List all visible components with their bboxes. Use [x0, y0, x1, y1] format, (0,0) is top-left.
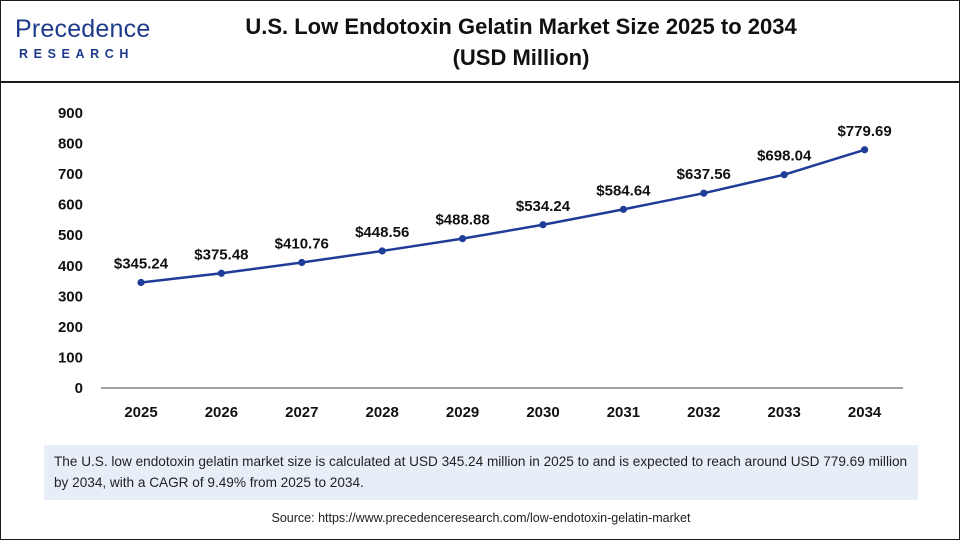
data-point [137, 278, 145, 287]
data-label: $410.76 [275, 235, 329, 252]
x-tick-label: 2027 [285, 404, 318, 421]
data-point [459, 235, 467, 243]
header: Precedence RESEARCH U.S. Low Endotoxin G… [1, 1, 959, 83]
summary-note: The U.S. low endotoxin gelatin market si… [44, 445, 918, 500]
data-label: $448.56 [355, 224, 409, 241]
x-tick-label: 2031 [607, 404, 640, 421]
title-line-2: (USD Million) [452, 45, 590, 70]
x-tick-label: 2033 [768, 404, 801, 421]
logo-subtitle: RESEARCH [19, 47, 134, 61]
y-tick-label: 500 [58, 227, 83, 244]
data-point [217, 269, 225, 277]
logo-name: Precedence [15, 15, 151, 43]
brand-logo: Precedence RESEARCH [15, 11, 165, 69]
y-tick-label: 900 [58, 105, 83, 122]
y-tick-label: 100 [58, 349, 83, 366]
y-tick-label: 700 [58, 166, 83, 183]
x-tick-label: 2025 [124, 404, 157, 421]
data-label: $345.24 [114, 256, 169, 273]
x-tick-label: 2032 [687, 404, 720, 421]
summary-text: The U.S. low endotoxin gelatin market si… [54, 454, 908, 490]
data-point [780, 171, 788, 179]
x-tick-label: 2026 [205, 404, 238, 421]
data-label: $375.48 [194, 246, 248, 263]
title-line-1: U.S. Low Endotoxin Gelatin Market Size 2… [245, 14, 797, 39]
data-label: $488.88 [435, 212, 489, 229]
page-title: U.S. Low Endotoxin Gelatin Market Size 2… [201, 11, 841, 73]
data-label: $637.56 [677, 166, 731, 183]
series-line [140, 148, 865, 284]
y-tick-label: 600 [58, 197, 83, 214]
data-point [378, 247, 386, 255]
y-tick-label: 0 [75, 380, 83, 397]
data-point [861, 146, 869, 154]
x-tick-label: 2029 [446, 404, 479, 421]
y-tick-label: 200 [58, 319, 83, 336]
y-tick-label: 300 [58, 288, 83, 305]
y-tick-label: 800 [58, 136, 83, 153]
data-point [619, 205, 628, 213]
data-point [539, 221, 547, 229]
line-chart: 0 100 200 300 400 500 600 700 800 900 2025 2026 2027… [58, 105, 903, 421]
data-label: $698.04 [757, 148, 812, 165]
y-tick-label: 400 [58, 258, 83, 275]
x-tick-label: 2028 [366, 404, 399, 421]
x-tick-label: 2034 [848, 404, 882, 421]
data-label: $534.24 [516, 198, 571, 215]
data-label: $584.64 [596, 182, 651, 199]
x-tick-label: 2030 [526, 404, 559, 421]
data-point [700, 189, 708, 197]
source-line: Source: https://www.precedenceresearch.c… [271, 511, 691, 525]
data-label: $779.69 [837, 123, 891, 140]
data-point [298, 258, 306, 267]
